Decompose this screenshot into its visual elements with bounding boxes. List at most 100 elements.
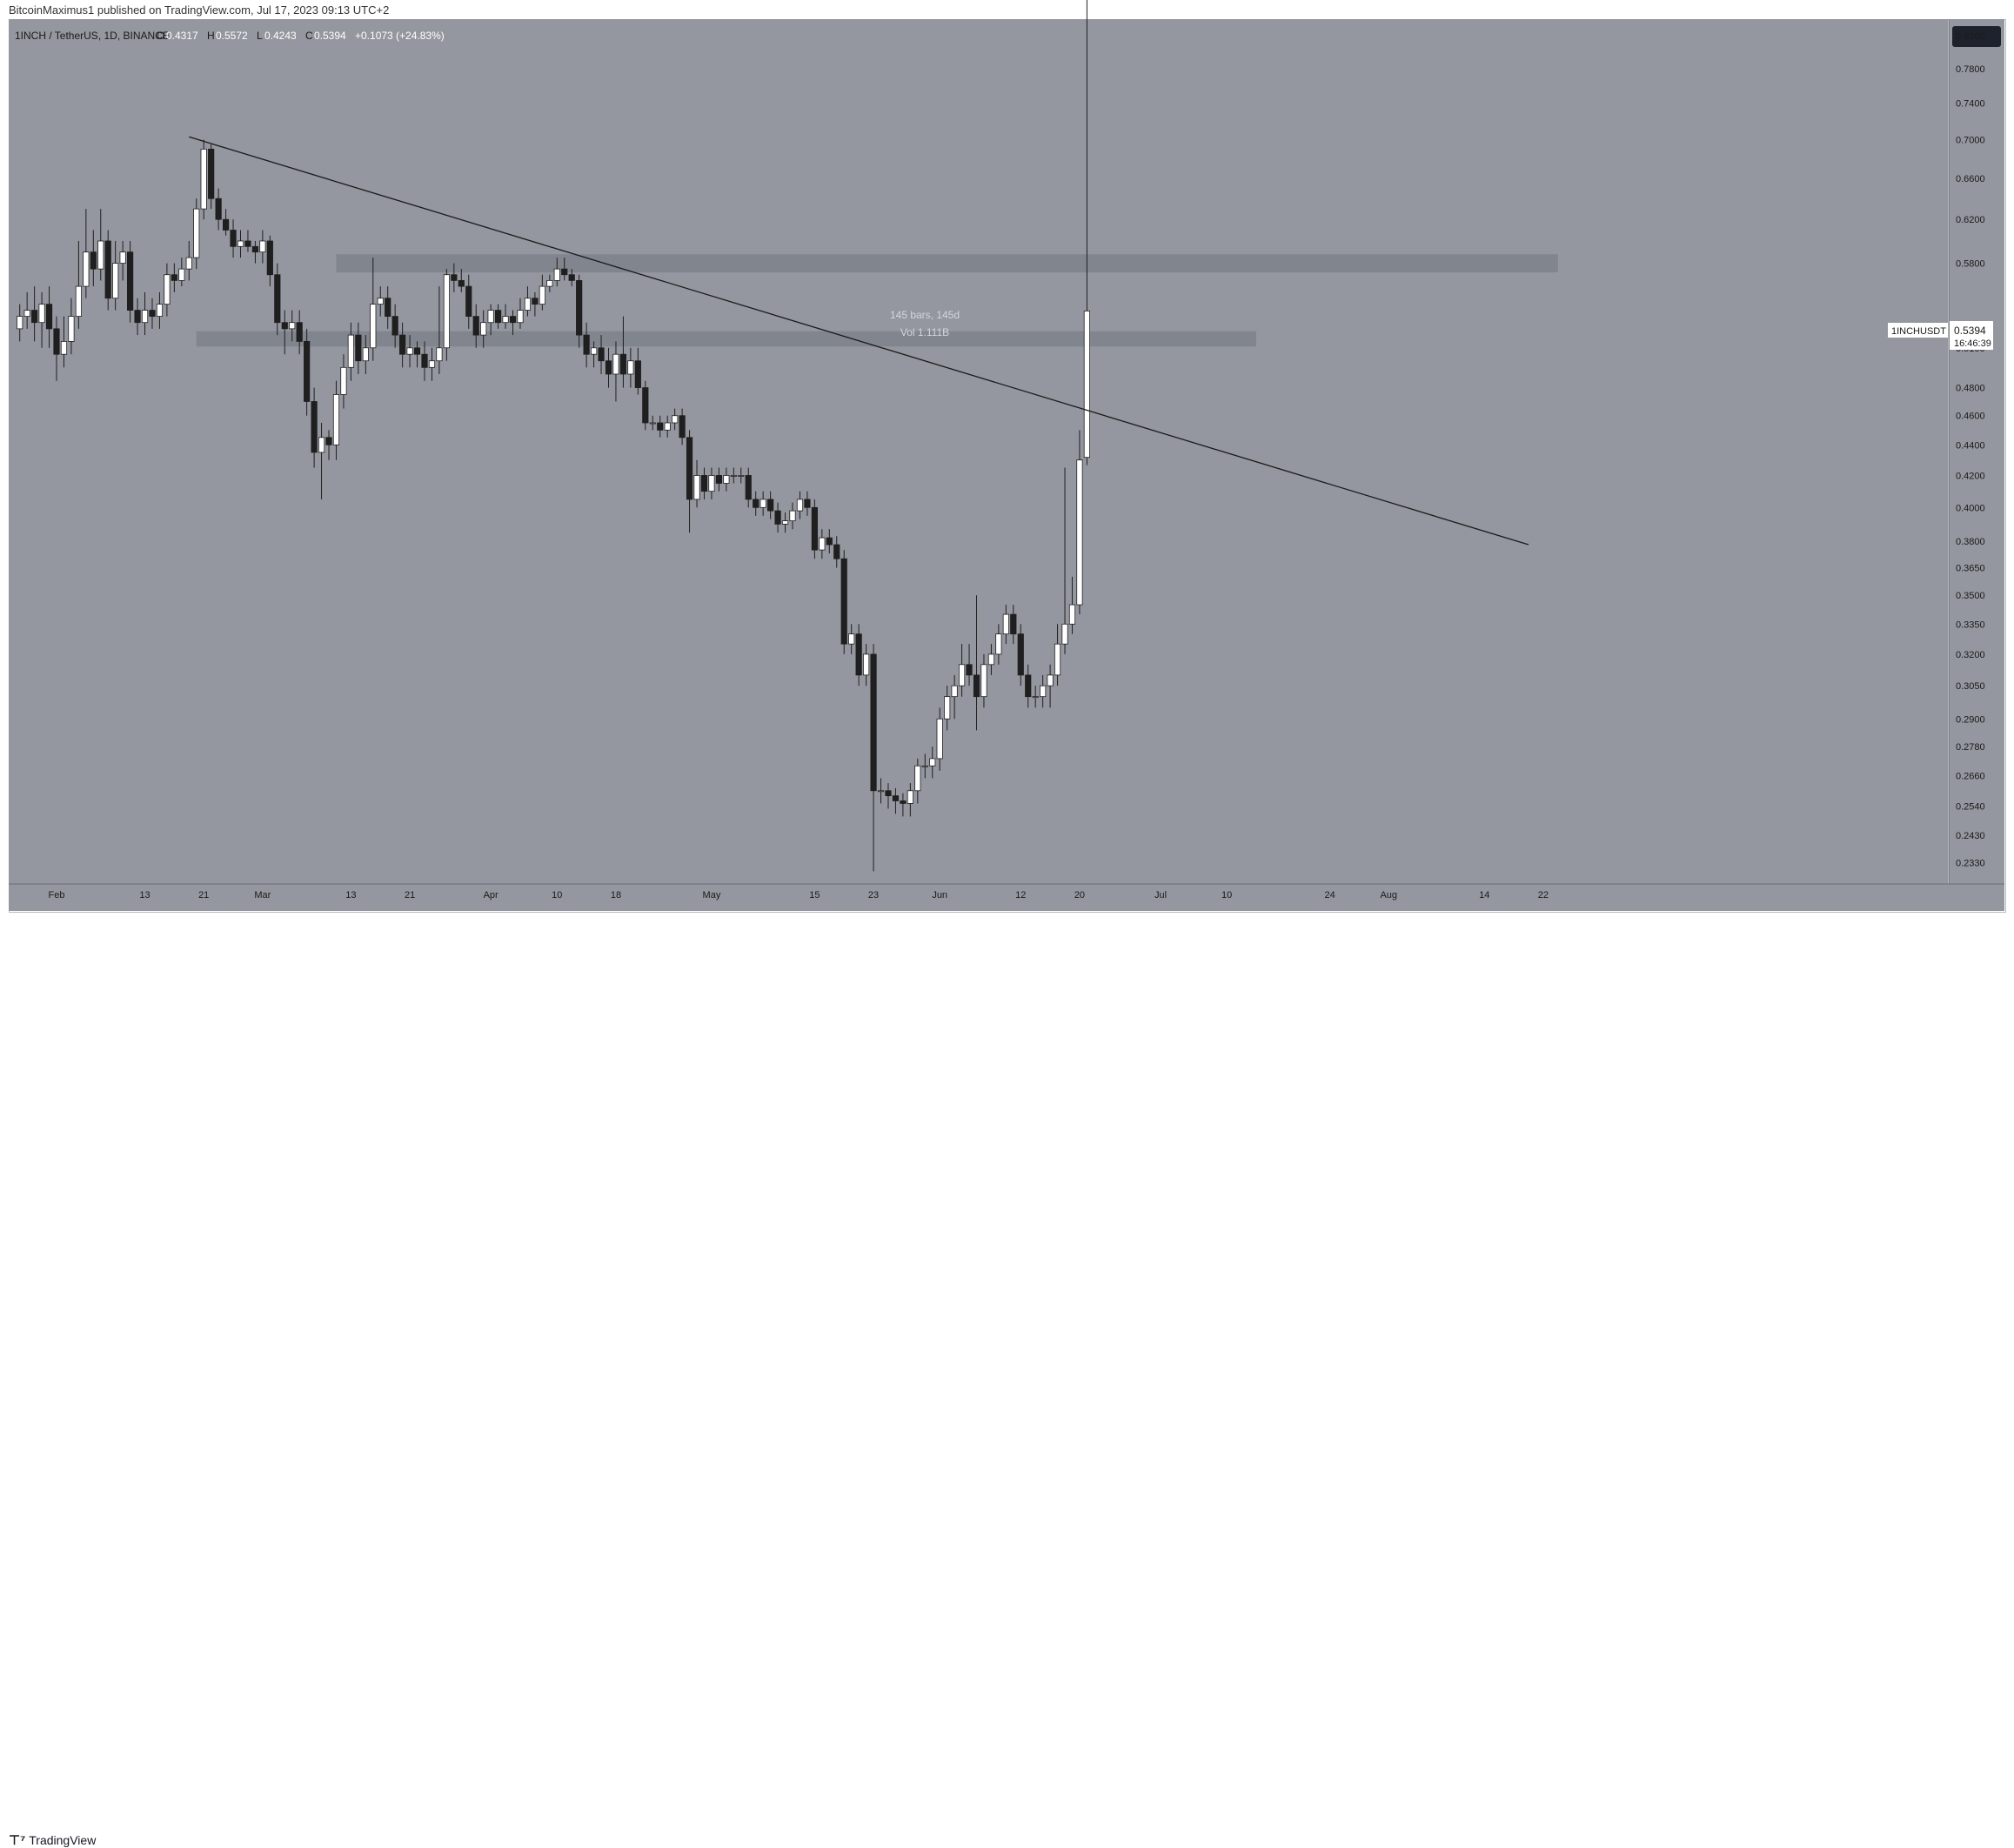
candle[interactable] — [104, 230, 111, 311]
candle[interactable] — [781, 512, 789, 533]
candle[interactable] — [774, 502, 781, 533]
candle[interactable] — [60, 316, 68, 368]
candle[interactable] — [487, 304, 494, 336]
candle[interactable] — [921, 753, 928, 779]
candle[interactable] — [605, 347, 612, 388]
candle[interactable] — [877, 778, 885, 804]
candle[interactable] — [863, 644, 870, 686]
candle[interactable] — [75, 240, 82, 329]
candle[interactable] — [68, 298, 75, 355]
candle[interactable] — [296, 310, 303, 355]
candle[interactable] — [583, 322, 590, 368]
candle[interactable] — [642, 380, 649, 431]
candle[interactable] — [45, 286, 53, 348]
candle[interactable] — [1068, 576, 1076, 634]
candle[interactable] — [833, 536, 840, 568]
candle[interactable] — [251, 240, 259, 264]
candle[interactable] — [215, 188, 222, 231]
candle[interactable] — [855, 624, 862, 686]
candle[interactable] — [657, 415, 664, 438]
candle[interactable] — [413, 341, 421, 368]
candle[interactable] — [222, 209, 230, 236]
candle[interactable] — [325, 430, 332, 460]
candle[interactable] — [627, 347, 634, 388]
candle[interactable] — [451, 263, 458, 292]
candle[interactable] — [1083, 0, 1090, 465]
candle[interactable] — [598, 335, 605, 374]
candle[interactable] — [31, 286, 38, 342]
candle[interactable] — [1047, 664, 1054, 708]
candle[interactable] — [634, 347, 641, 395]
candle[interactable] — [126, 240, 134, 323]
candle[interactable] — [38, 291, 45, 348]
candle[interactable] — [1061, 467, 1068, 654]
candle[interactable] — [759, 491, 766, 516]
candle[interactable] — [715, 467, 723, 492]
candle[interactable] — [944, 686, 951, 731]
candle[interactable] — [266, 235, 273, 287]
candle[interactable] — [83, 209, 90, 298]
candle[interactable] — [819, 529, 826, 559]
candle[interactable] — [539, 274, 545, 311]
candle[interactable] — [951, 674, 958, 720]
candle[interactable] — [700, 467, 708, 499]
candle[interactable] — [149, 298, 156, 329]
candle[interactable] — [399, 322, 406, 368]
candle[interactable] — [723, 467, 730, 492]
candle[interactable] — [1025, 664, 1032, 708]
candle[interactable] — [259, 230, 266, 264]
candle[interactable] — [1010, 605, 1017, 645]
candle[interactable] — [355, 322, 362, 374]
candle[interactable] — [553, 258, 560, 287]
candle[interactable] — [318, 422, 325, 499]
candle[interactable] — [156, 291, 164, 329]
candle[interactable] — [686, 430, 693, 533]
candle[interactable] — [892, 787, 900, 814]
candle[interactable] — [185, 240, 192, 281]
candle[interactable] — [745, 467, 752, 508]
candle[interactable] — [730, 467, 737, 484]
candle[interactable] — [532, 291, 539, 317]
candlestick-chart[interactable]: 0.8200 0.7800 0.7400 0.7000 0.6600 0.6200 0.58… — [0, 0, 2014, 939]
candle[interactable] — [546, 274, 553, 292]
candle[interactable] — [119, 240, 126, 281]
candle[interactable] — [311, 387, 318, 468]
candle[interactable] — [1017, 624, 1024, 686]
candle[interactable] — [17, 304, 23, 342]
candle[interactable] — [391, 304, 398, 348]
candle[interactable] — [428, 347, 436, 381]
candle[interactable] — [208, 144, 215, 210]
candle[interactable] — [738, 467, 745, 484]
candle[interactable] — [274, 263, 281, 336]
candle[interactable] — [193, 198, 200, 270]
candle[interactable] — [406, 335, 413, 368]
candle[interactable] — [576, 274, 583, 348]
candle[interactable] — [370, 258, 377, 361]
candle[interactable] — [767, 491, 774, 519]
candle[interactable] — [112, 240, 119, 311]
candle[interactable] — [826, 529, 833, 554]
candle[interactable] — [465, 274, 472, 329]
axis-corner-button[interactable] — [1952, 26, 2001, 47]
candle[interactable] — [693, 459, 700, 508]
candle[interactable] — [561, 258, 568, 281]
tradingview-logo[interactable]: ⊤⁷ TradingView — [9, 1832, 96, 1848]
candle[interactable] — [672, 408, 679, 431]
candle[interactable] — [385, 286, 391, 329]
candle[interactable] — [796, 491, 804, 519]
candle[interactable] — [347, 322, 355, 381]
candle[interactable] — [885, 783, 892, 809]
candle[interactable] — [590, 341, 598, 368]
candle[interactable] — [495, 304, 502, 329]
candle[interactable] — [907, 783, 913, 817]
candle[interactable] — [612, 341, 619, 402]
candle[interactable] — [289, 310, 296, 342]
candle[interactable] — [304, 328, 311, 416]
candle[interactable] — [90, 230, 97, 287]
candle[interactable] — [1054, 624, 1061, 686]
candle[interactable] — [443, 269, 450, 361]
time-axis-background[interactable] — [9, 884, 2004, 911]
candle[interactable] — [480, 310, 487, 348]
candle[interactable] — [340, 354, 347, 409]
zone-support[interactable] — [196, 331, 1256, 347]
